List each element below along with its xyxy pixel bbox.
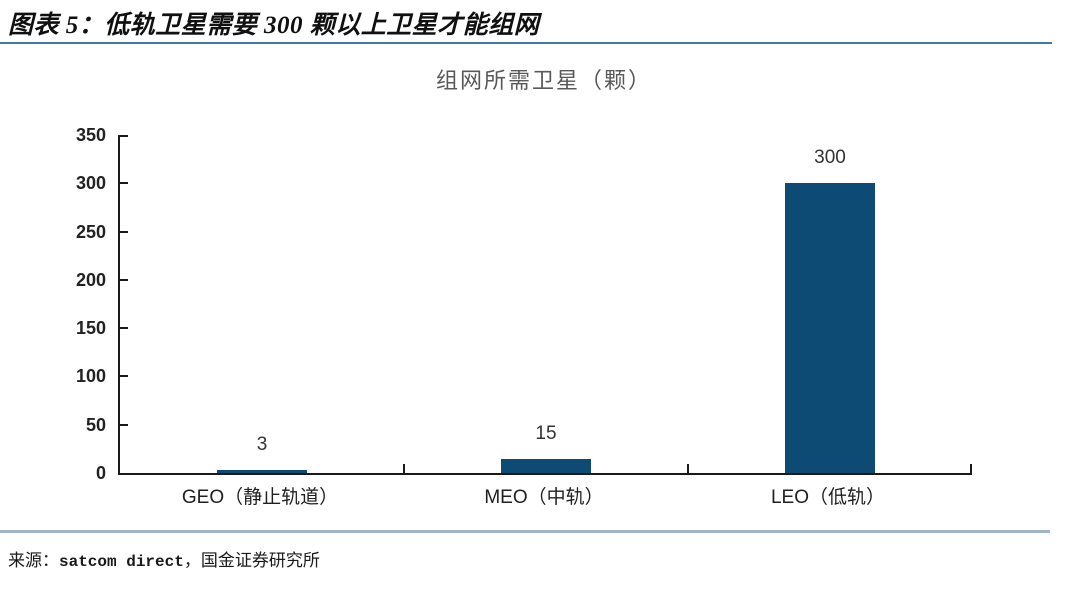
bar-value-label: 300 [814,147,846,168]
x-axis-tick [687,464,689,473]
bar-value-label: 15 [535,423,557,444]
x-axis-tick [970,464,972,473]
category-label: MEO（中轨） [484,487,604,508]
y-axis-tick-label: 0 [95,463,106,483]
y-axis-tick [120,135,128,137]
y-axis-tick [120,231,128,233]
y-axis-tick-label: 200 [75,270,106,290]
bar-geo [217,470,307,473]
source-note: 来源：satcom direct，国金证券研究所 [8,546,320,571]
y-axis-tick [120,424,128,426]
y-axis-tick-label: 300 [75,173,106,193]
y-axis-tick-label: 100 [75,366,106,386]
figure-title: 图表 5：低轨卫星需要 300 颗以上卫星才能组网 [8,12,540,39]
category-label: GEO（静止轨道） [181,487,339,508]
chart-title: 组网所需卫星（颗） [435,68,652,93]
x-axis-tick [403,464,405,473]
y-axis-tick [120,327,128,329]
source-vendor: satcom direct [59,553,184,571]
source-label: 来源： [8,551,59,570]
category-label: LEO（低轨） [770,487,886,508]
bar-value-label: 3 [256,434,268,455]
y-axis-tick [120,182,128,184]
y-axis-tick [120,375,128,377]
y-axis-tick-label: 250 [75,222,106,242]
title-divider [0,42,1052,44]
source-institute: ，国金证券研究所 [183,551,320,570]
y-axis-tick-label: 50 [85,415,106,435]
y-axis-labels: 0 50 100 150 200 250 300 350 [24,125,106,483]
bar-leo [785,183,875,473]
bar-meo [501,459,591,473]
plot-area: 3 15 300 [118,135,972,475]
x-axis-labels: GEO（静止轨道） MEO（中轨） LEO（低轨） [118,135,970,508]
footer-divider [0,530,1050,533]
y-axis-tick-label: 350 [75,125,106,145]
y-axis-tick-label: 150 [75,318,106,338]
y-axis-tick [120,279,128,281]
